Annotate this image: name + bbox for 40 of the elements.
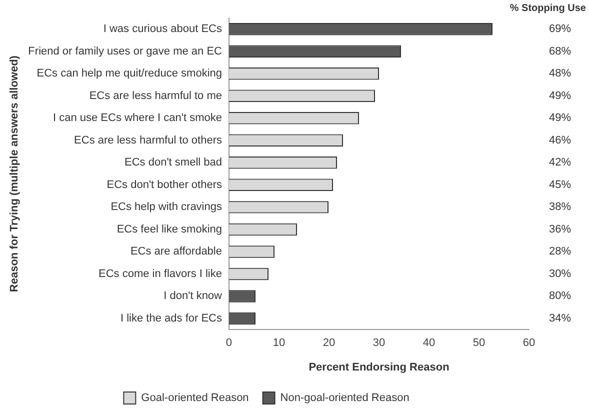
text: 49% bbox=[548, 112, 572, 124]
x-tick-label: 0 bbox=[226, 337, 232, 350]
text: 68% bbox=[548, 45, 572, 58]
y-tick-label: I don't know bbox=[164, 290, 222, 302]
y-tick-label: Friend or family uses or gave me an EC bbox=[28, 45, 222, 58]
y-tick-label: ECs can help me quit/reduce smoking bbox=[36, 68, 222, 80]
text: 49% bbox=[548, 90, 572, 102]
y-tick-label: ECs don't bother others bbox=[106, 178, 222, 191]
x-tick-label: 50 bbox=[472, 337, 486, 350]
y-tick-label: I was curious about ECs bbox=[103, 23, 222, 36]
text: % Stopping Use bbox=[510, 2, 586, 14]
text: 36% bbox=[548, 223, 572, 236]
text: 30% bbox=[548, 268, 572, 280]
x-tick-label: 60 bbox=[522, 337, 536, 350]
legend-label: Goal-oriented Reason bbox=[141, 392, 249, 404]
y-tick-label: ECs are affordable bbox=[130, 246, 222, 258]
text: 28% bbox=[548, 246, 572, 258]
y-tick-label: ECs don't smell bad bbox=[124, 156, 222, 169]
x-tick-label: 10 bbox=[272, 337, 286, 350]
y-tick-label: ECs are less harmful to me bbox=[89, 90, 222, 102]
x-tick-label: 30 bbox=[372, 337, 386, 350]
y-tick-label: ECs come in flavors I like bbox=[98, 268, 222, 280]
text: 46% bbox=[548, 134, 572, 146]
text: 38% bbox=[548, 201, 572, 214]
text: 48% bbox=[548, 68, 572, 80]
text: 69% bbox=[548, 23, 572, 36]
legend-label: Non-goal-oriented Reason bbox=[280, 392, 410, 404]
text: 80% bbox=[548, 290, 572, 302]
y-tick-label: I like the ads for ECs bbox=[120, 312, 222, 325]
x-tick-label: 40 bbox=[422, 337, 436, 350]
y-tick-label: ECs help with cravings bbox=[110, 201, 222, 214]
text: 45% bbox=[548, 178, 572, 191]
y-tick-label: ECs are less harmful to others bbox=[74, 134, 222, 146]
text: 34% bbox=[548, 312, 572, 325]
y-axis-title: Reason for Trying (multiple answers allowed) bbox=[8, 55, 21, 292]
y-tick-label: ECs feel like smoking bbox=[116, 223, 222, 236]
y-tick-label: I can use ECs where I can't smoke bbox=[52, 112, 222, 124]
text: 42% bbox=[548, 156, 572, 169]
x-axis-title: Percent Endorsing Reason bbox=[308, 361, 450, 374]
x-tick-label: 20 bbox=[322, 337, 336, 350]
